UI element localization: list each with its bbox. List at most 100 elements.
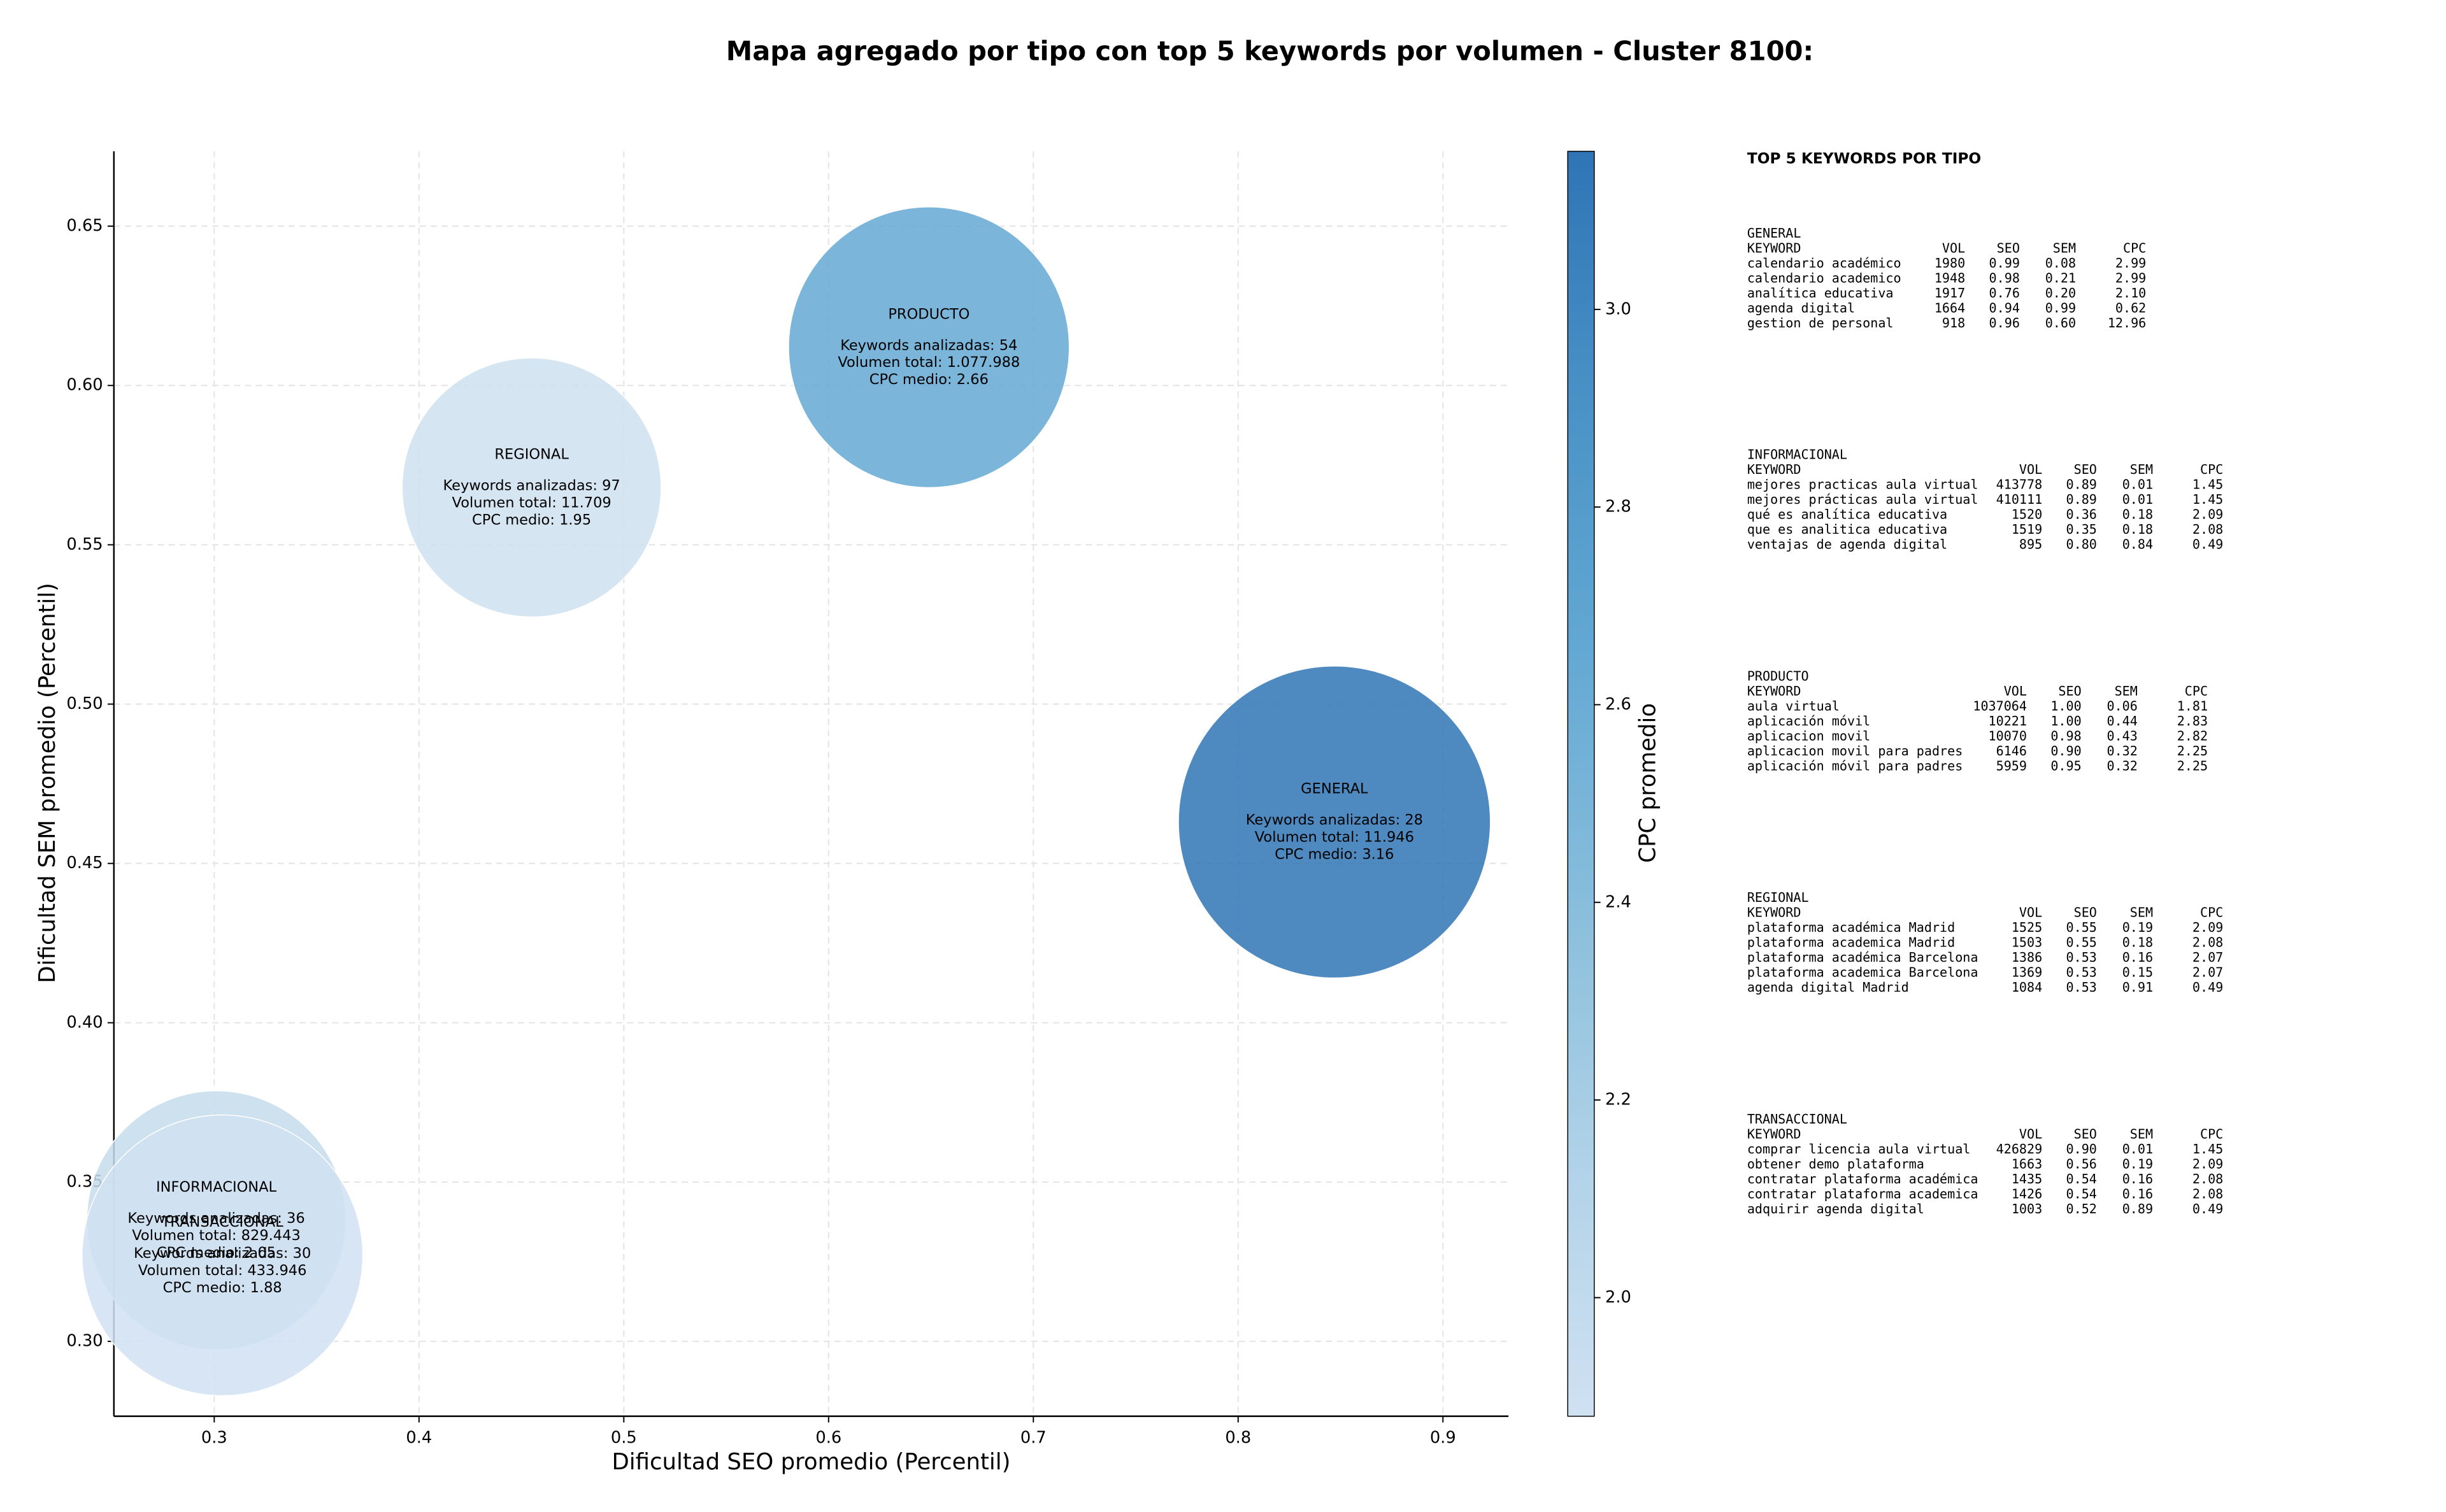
table-cell: 1003 [2012, 1201, 2042, 1216]
table-cell: 1435 [2012, 1171, 2042, 1187]
table-cell: 0.44 [2107, 713, 2138, 729]
table-cell: 0.53 [2066, 965, 2097, 980]
table-cell: 1.00 [2050, 698, 2081, 713]
table-cell: 2.08 [2192, 522, 2223, 537]
table-header: CPC [2200, 905, 2223, 920]
bubble [401, 357, 662, 618]
bubble-label: GENERAL [1301, 781, 1368, 797]
table-keyword: adquirir agenda digital [1747, 1201, 1924, 1216]
bubble-annotation: CPC medio: 3.16 [1275, 846, 1394, 863]
x-tick-label: 0.4 [406, 1428, 432, 1447]
table-header: SEO [2058, 683, 2081, 699]
table-cell: 0.15 [2122, 965, 2153, 980]
table-cell: 918 [1942, 315, 1965, 331]
table-header: VOL [2004, 683, 2027, 699]
bubble-annotation: Volumen total: 11.709 [452, 494, 612, 511]
table-cell: 5959 [1996, 758, 2027, 773]
table-header: VOL [1942, 240, 1965, 255]
chart-title: Mapa agregado por tipo con top 5 keyword… [726, 35, 1813, 66]
table-cell: 0.43 [2107, 728, 2138, 743]
table-cell: 0.19 [2122, 920, 2153, 935]
table-cell: 2.25 [2177, 743, 2208, 759]
table-cell: 0.95 [2050, 758, 2081, 773]
table-cell: 1369 [2012, 965, 2042, 980]
table-keyword: plataforma academica Madrid [1747, 935, 1955, 950]
y-tick-label: 0.45 [66, 853, 103, 873]
table-cell: 2.09 [2192, 920, 2223, 935]
bubble-annotation: Keywords analizadas: 54 [840, 337, 1017, 353]
table-cell: 6146 [1996, 743, 2027, 759]
table-cell: 0.76 [1989, 285, 2020, 301]
table-keyword: agenda digital [1747, 300, 1855, 315]
bubble-label: PRODUCTO [888, 306, 969, 322]
table-cell: 1948 [1935, 270, 1965, 285]
table-keyword: contratar plataforma académica [1747, 1171, 1978, 1187]
table-cell: 2.10 [2115, 285, 2146, 301]
table-cell: 1917 [1935, 285, 1965, 301]
bubble-label: REGIONAL [494, 446, 569, 462]
table-cell: 1084 [2012, 980, 2042, 995]
table-header: KEYWORD [1747, 905, 1801, 920]
table-cell: 0.16 [2122, 950, 2153, 965]
bubble-annotation: Keywords analizadas: 97 [443, 477, 620, 494]
x-tick-label: 0.7 [1020, 1428, 1047, 1447]
table-header: KEYWORD [1747, 240, 1801, 255]
table-header: KEYWORD [1747, 683, 1801, 699]
table-keyword: plataforma académica Barcelona [1747, 950, 1978, 965]
table-cell: 2.08 [2192, 1186, 2223, 1201]
bubble [82, 1114, 364, 1397]
table-keyword: aplicación móvil [1747, 713, 1870, 729]
table-group-name: GENERAL [1747, 225, 1801, 241]
table-cell: 0.35 [2066, 522, 2097, 537]
table-header: VOL [2019, 462, 2042, 477]
table-keyword: plataforma academica Barcelona [1747, 965, 1978, 980]
table-cell: 0.90 [2066, 1141, 2097, 1157]
table-group-name: REGIONAL [1747, 890, 1809, 905]
table-cell: 0.16 [2122, 1186, 2153, 1201]
table-cell: 410111 [1996, 492, 2043, 507]
bubble-label: TRANSACCIONAL [161, 1214, 283, 1230]
table-group-name: TRANSACCIONAL [1747, 1111, 1847, 1127]
colorbar-label: CPC promedio [1635, 703, 1661, 863]
table-cell: 1.45 [2192, 492, 2223, 507]
table-cell: 1664 [1935, 300, 1965, 315]
table-cell: 2.25 [2177, 758, 2208, 773]
table-cell: 1663 [2012, 1156, 2042, 1171]
table-cell: 0.21 [2045, 270, 2076, 285]
table-cell: 2.09 [2192, 1156, 2223, 1171]
bubble-annotation: CPC medio: 2.66 [869, 371, 989, 388]
table-cell: 1.45 [2192, 477, 2223, 492]
table-header: CPC [2123, 240, 2146, 255]
table-cell: 0.90 [2050, 743, 2081, 759]
table-keyword: comprar licencia aula virtual [1747, 1141, 1971, 1157]
table-cell: 1.81 [2177, 698, 2208, 713]
table-cell: 0.19 [2122, 1156, 2153, 1171]
table-cell: 0.20 [2045, 285, 2076, 301]
colorbar-tick-label: 2.4 [1605, 892, 1631, 911]
bubble [1178, 666, 1491, 979]
table-header: KEYWORD [1747, 462, 1801, 477]
bubble-annotation: CPC medio: 2.05 [157, 1245, 276, 1261]
table-cell: 0.01 [2122, 1141, 2153, 1157]
table-header: CPC [2185, 683, 2208, 699]
table-cell: 2.99 [2115, 255, 2146, 271]
bubble-annotation: Volumen total: 1.077.988 [838, 354, 1020, 371]
table-cell: 0.49 [2192, 1201, 2223, 1216]
table-cell: 12.96 [2108, 315, 2146, 331]
colorbar-tick-label: 3.0 [1605, 299, 1631, 318]
table-cell: 0.89 [2122, 1201, 2153, 1216]
table-cell: 0.01 [2122, 492, 2153, 507]
table-keyword: que es analitica educativa [1747, 522, 1947, 537]
table-cell: 0.94 [1989, 300, 2020, 315]
table-cell: 0.52 [2066, 1201, 2097, 1216]
table-header: SEM [2053, 240, 2076, 255]
table-keyword: mejores practicas aula virtual [1747, 477, 1978, 492]
table-cell: 0.49 [2192, 537, 2223, 552]
table-cell: 0.60 [2045, 315, 2076, 331]
table-cell: 413778 [1996, 477, 2043, 492]
x-tick-label: 0.3 [201, 1428, 227, 1447]
table-cell: 10070 [1989, 728, 2027, 743]
table-cell: 2.83 [2177, 713, 2208, 729]
